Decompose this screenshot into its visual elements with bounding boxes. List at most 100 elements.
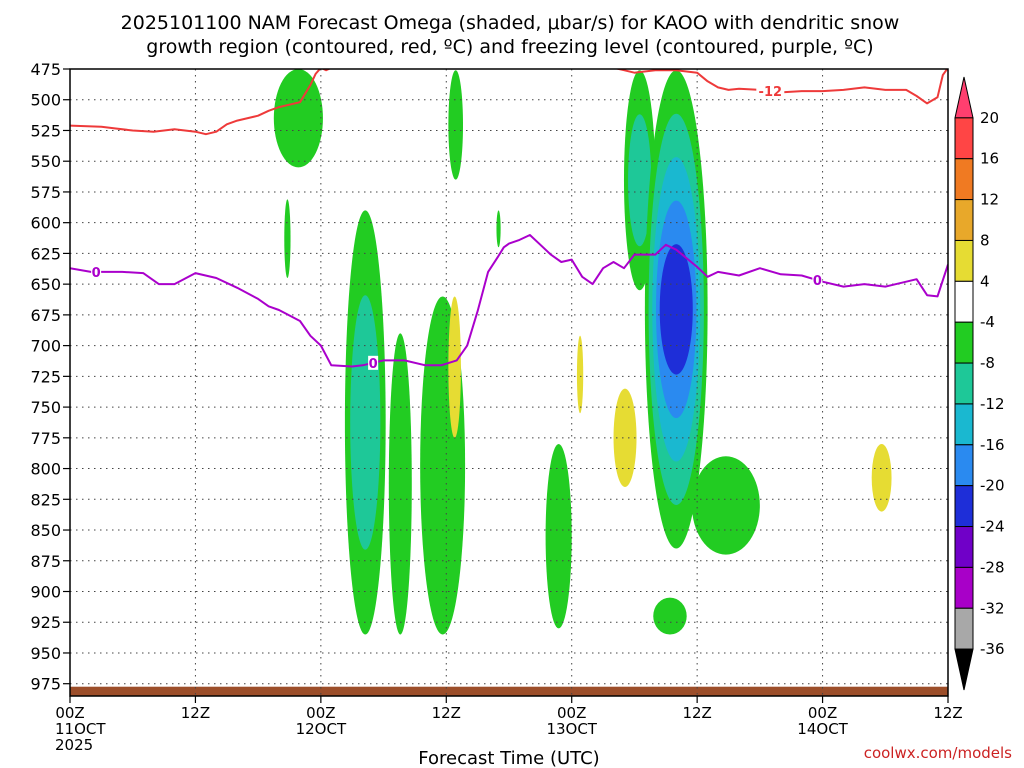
colorbar-segment-13	[954, 607, 974, 650]
colorbar-segment-0	[954, 76, 974, 119]
colorbar-segment-3	[954, 199, 974, 241]
colorbar-label-4: 4	[980, 272, 990, 290]
chart-title-line1: 2025101100 NAM Forecast Omega (shaded, μ…	[121, 12, 900, 34]
plot-area	[70, 69, 948, 696]
y-tick-label-825: 825	[30, 490, 61, 509]
contour-label-bg	[756, 84, 785, 99]
y-tick-label-925: 925	[30, 613, 61, 632]
y-tick-label-525: 525	[30, 121, 61, 140]
omega-region-12-level-0	[448, 296, 461, 438]
x-tick-label-0-0: 00Z	[55, 704, 84, 722]
contour-layer: -12 0 0 0	[70, 69, 948, 372]
x-axis-label: Forecast Time (UTC)	[418, 748, 599, 768]
colorbar-segment-14	[954, 648, 974, 691]
colorbar-segment-11	[954, 526, 974, 568]
y-tick-label-750: 750	[30, 398, 61, 417]
x-tick-label-6-0: 00Z	[808, 704, 837, 722]
colorbar-label-12: 12	[980, 191, 999, 209]
omega-region-9-level-4	[659, 244, 693, 375]
grid-lines	[70, 68, 948, 696]
chart-title-line2: growth region (contoured, red, ºC) and f…	[146, 36, 873, 58]
colorbar-segment-8	[954, 403, 974, 446]
colorbar-segment-12	[954, 566, 974, 609]
x-tick-label-0-2: 2025	[55, 736, 93, 754]
colorbar-label--8: -8	[980, 354, 995, 372]
colorbar-segment-4	[954, 239, 974, 282]
omega-region-11-level-0	[653, 597, 687, 635]
colorbar-segment-7	[954, 362, 974, 405]
x-tick-label-1-0: 12Z	[181, 704, 210, 722]
y-tick-label-550: 550	[30, 152, 61, 171]
colorbar-segment-9	[954, 444, 974, 487]
terrain-layer	[70, 686, 948, 696]
y-axis-ticks: 475 500 525 550 575 600 625 650 675 700 725 750 775 8…	[30, 60, 70, 694]
colorbar-label--12: -12	[980, 395, 1005, 413]
y-tick-label-475: 475	[30, 60, 61, 79]
colorbar-label--4: -4	[980, 313, 995, 331]
x-tick-label-5-0: 12Z	[682, 704, 711, 722]
x-tick-label-6-1: 14OCT	[797, 720, 848, 738]
omega-region-4-level-1	[350, 295, 381, 550]
colorbar-label-16: 16	[980, 150, 999, 168]
x-tick-label-0-1: 11OCT	[55, 720, 106, 738]
y-tick-label-700: 700	[30, 337, 61, 356]
y-tick-label-625: 625	[30, 244, 61, 263]
colorbar-label-20: 20	[980, 109, 999, 127]
omega-region-10-level-0	[691, 456, 760, 555]
contour-label-1-0: 0	[92, 266, 101, 281]
y-tick-label-975: 975	[30, 675, 61, 694]
y-tick-label-900: 900	[30, 583, 61, 602]
y-tick-label-675: 675	[30, 306, 61, 325]
omega-region-3-level-0	[496, 210, 501, 248]
omega-region-5-level-0	[388, 333, 412, 635]
colorbar-label--32: -32	[980, 599, 1005, 617]
x-tick-label-4-1: 13OCT	[546, 720, 597, 738]
y-tick-label-875: 875	[30, 552, 61, 571]
colorbar-label--20: -20	[980, 477, 1005, 495]
x-tick-label-3-0: 12Z	[432, 704, 461, 722]
y-tick-label-650: 650	[30, 275, 61, 294]
y-tick-label-575: 575	[30, 183, 61, 202]
y-tick-label-725: 725	[30, 367, 61, 386]
colorbar-segment-6	[954, 321, 974, 364]
y-tick-label-500: 500	[30, 91, 61, 110]
omega-shading-layer	[273, 69, 892, 635]
omega-region-7-level-0	[545, 443, 572, 629]
omega-region-13-level-0	[576, 335, 584, 414]
contour-label-bg	[368, 355, 379, 370]
omega-region-8-level-1	[628, 114, 652, 247]
colorbar-segment-2	[954, 158, 974, 201]
omega-region-0-level-0	[273, 69, 323, 168]
colorbar-segment-1	[954, 117, 974, 160]
contour-label-1-2: 0	[813, 274, 822, 289]
y-tick-label-775: 775	[30, 429, 61, 448]
contour-label-bg	[812, 273, 823, 288]
x-tick-label-2-0: 00Z	[306, 704, 335, 722]
contour-1	[70, 234, 948, 368]
x-tick-label-2-1: 12OCT	[296, 720, 347, 738]
colorbar: 20 16 12 8 4 -4 -8 -12 -16 -20 -24 -28 -32 -36	[954, 76, 1005, 691]
contour-label-bg	[91, 264, 102, 279]
colorbar-segment-10	[954, 485, 974, 528]
colorbar-label--28: -28	[980, 558, 1005, 576]
plot-frame	[69, 68, 949, 697]
omega-region-1-level-0	[284, 199, 291, 278]
y-tick-label-850: 850	[30, 521, 61, 540]
omega-region-14-level-0	[613, 388, 637, 487]
colorbar-label-8: 8	[980, 231, 990, 249]
contour-0	[70, 69, 948, 136]
colorbar-segment-5	[954, 280, 974, 323]
colorbar-label--24: -24	[980, 518, 1005, 536]
colorbar-label--36: -36	[980, 640, 1005, 658]
omega-region-2-level-0	[448, 70, 464, 180]
y-tick-label-800: 800	[30, 460, 61, 479]
omega-region-15-level-0	[871, 443, 892, 512]
y-tick-label-600: 600	[30, 214, 61, 233]
y-tick-label-950: 950	[30, 644, 61, 663]
x-tick-label-4-0: 00Z	[557, 704, 586, 722]
x-tick-label-7-0: 12Z	[933, 704, 962, 722]
colorbar-label--16: -16	[980, 436, 1005, 454]
contour-label-1-1: 0	[369, 357, 378, 372]
